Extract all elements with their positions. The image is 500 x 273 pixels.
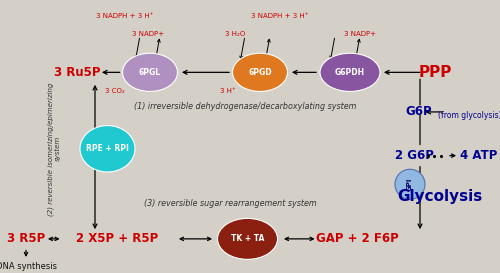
Text: DNA synthesis: DNA synthesis xyxy=(0,263,56,271)
Ellipse shape xyxy=(218,218,278,259)
Text: 3 NADP+: 3 NADP+ xyxy=(132,31,164,37)
Ellipse shape xyxy=(122,53,178,91)
Text: TK + TA: TK + TA xyxy=(231,235,264,243)
Text: 3 CO₂: 3 CO₂ xyxy=(105,88,125,94)
Text: (2) reversible isomerizing/epimerizing
system: (2) reversible isomerizing/epimerizing s… xyxy=(47,82,61,216)
Text: 3 NADPH + 3 H⁺: 3 NADPH + 3 H⁺ xyxy=(96,13,154,19)
Ellipse shape xyxy=(80,126,135,172)
Text: 3 H⁺: 3 H⁺ xyxy=(220,88,236,94)
Text: G6PDH: G6PDH xyxy=(335,68,365,77)
Text: 4 ATP: 4 ATP xyxy=(460,149,498,162)
Text: (3) reversible sugar rearrangement system: (3) reversible sugar rearrangement syste… xyxy=(144,199,316,208)
Text: 6PGL: 6PGL xyxy=(139,68,161,77)
Text: 3 H₂O: 3 H₂O xyxy=(225,31,245,37)
Text: PPP: PPP xyxy=(418,65,452,80)
Text: (from glycolysis): (from glycolysis) xyxy=(438,111,500,120)
Text: RPE + RPI: RPE + RPI xyxy=(86,144,129,153)
Text: 2 X5P + R5P: 2 X5P + R5P xyxy=(76,232,158,245)
Ellipse shape xyxy=(320,53,380,91)
Ellipse shape xyxy=(232,53,287,91)
Ellipse shape xyxy=(395,169,425,199)
Text: GPI: GPI xyxy=(407,178,413,191)
Text: G6P: G6P xyxy=(405,105,431,118)
Text: (1) irreversible dehydrogenase/decarboxylating system: (1) irreversible dehydrogenase/decarboxy… xyxy=(134,102,356,111)
Text: 2 G6P: 2 G6P xyxy=(395,149,434,162)
Text: 3 R5P: 3 R5P xyxy=(7,232,45,245)
Text: GAP + 2 F6P: GAP + 2 F6P xyxy=(316,232,399,245)
Text: 3 Ru5P: 3 Ru5P xyxy=(54,66,101,79)
Text: 6PGD: 6PGD xyxy=(248,68,272,77)
Text: 3 NADP+: 3 NADP+ xyxy=(344,31,376,37)
Text: Glycolysis: Glycolysis xyxy=(398,189,482,204)
Text: 3 NADPH + 3 H⁺: 3 NADPH + 3 H⁺ xyxy=(252,13,309,19)
